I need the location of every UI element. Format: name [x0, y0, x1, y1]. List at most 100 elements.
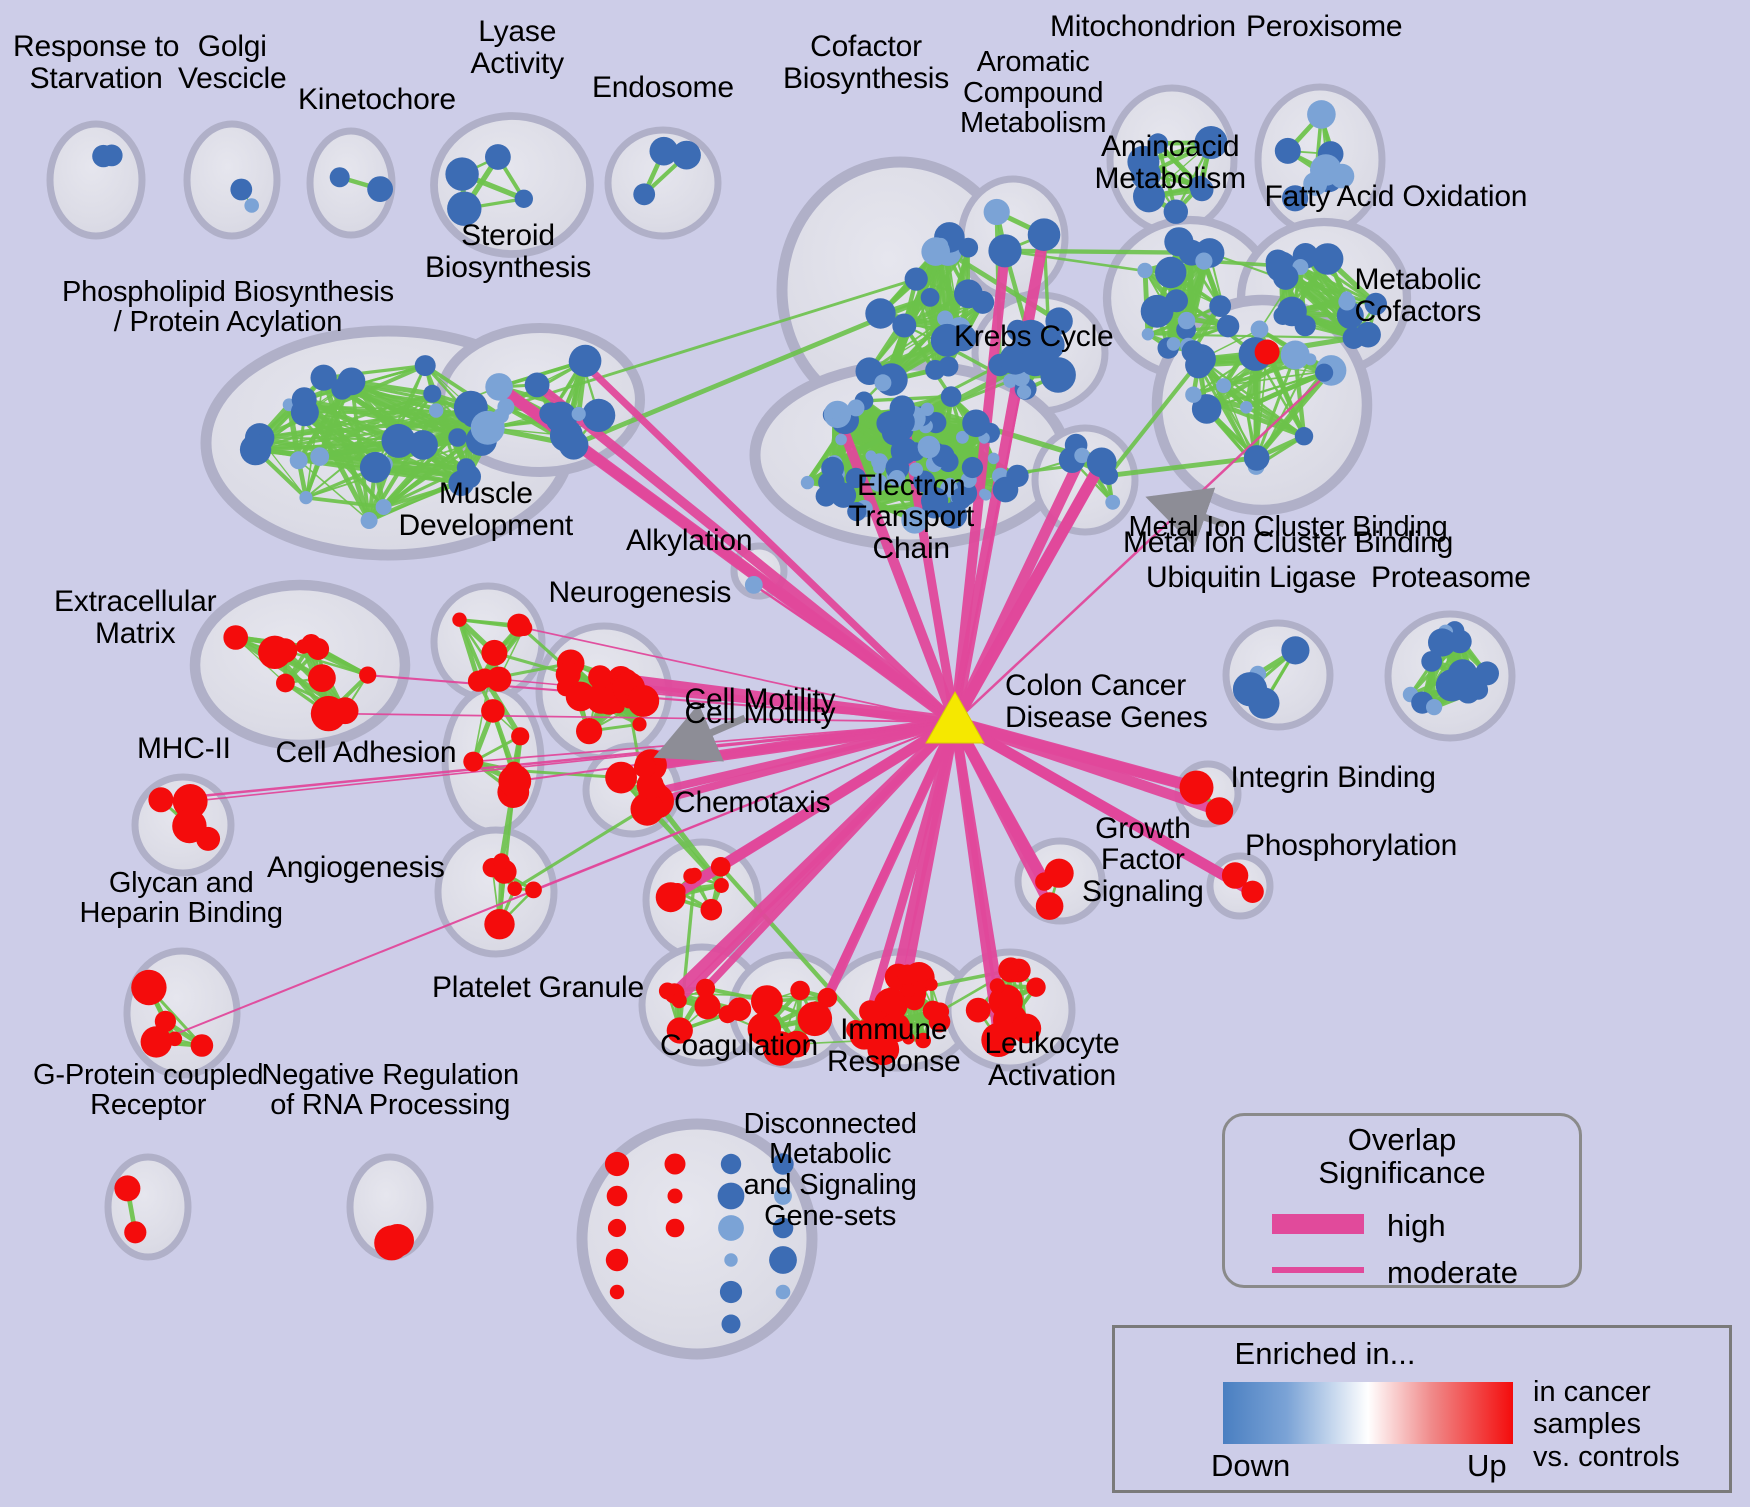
gene-set-node[interactable] [1177, 311, 1196, 330]
gene-set-node[interactable] [1272, 264, 1299, 290]
gene-set-node[interactable] [485, 373, 513, 401]
gene-set-node[interactable] [329, 167, 350, 188]
gene-set-node[interactable] [1281, 636, 1310, 665]
gene-set-node[interactable] [1074, 447, 1090, 464]
gene-set-node[interactable] [1003, 962, 1019, 978]
gene-set-node[interactable] [1315, 363, 1334, 382]
gene-set-node[interactable] [1447, 659, 1478, 690]
gene-set-node[interactable] [1342, 326, 1365, 349]
gene-set-node[interactable] [924, 978, 938, 991]
gene-set-node[interactable] [1277, 296, 1307, 327]
gene-set-node[interactable] [890, 437, 918, 465]
gene-set-node[interactable] [1304, 353, 1317, 366]
gene-set-node[interactable] [463, 751, 484, 772]
gene-set-node[interactable] [571, 406, 586, 422]
gene-set-node[interactable] [717, 1182, 745, 1210]
gene-set-node[interactable] [1137, 262, 1153, 279]
gene-set-node[interactable] [290, 398, 319, 427]
gene-set-node[interactable] [486, 666, 512, 692]
gene-set-node[interactable] [672, 140, 701, 170]
gene-set-node[interactable] [869, 473, 888, 492]
gene-set-node[interactable] [310, 695, 347, 732]
gene-set-node[interactable] [1428, 628, 1457, 657]
gene-set-node[interactable] [1155, 256, 1187, 289]
gene-set-node[interactable] [359, 666, 377, 684]
gene-set-node[interactable] [310, 364, 337, 391]
gene-set-node[interactable] [1013, 319, 1049, 356]
gene-set-node[interactable] [514, 189, 533, 208]
gene-set-node[interactable] [114, 1175, 141, 1202]
gene-set-node[interactable] [710, 857, 731, 877]
gene-set-node[interactable] [308, 664, 336, 692]
gene-set-node[interactable] [1189, 175, 1211, 197]
gene-set-node[interactable] [772, 1217, 794, 1239]
gene-set-node[interactable] [569, 344, 602, 377]
cluster-halo-glycan-heparin-binding[interactable] [123, 947, 241, 1079]
gene-set-node[interactable] [695, 978, 716, 998]
gene-set-node[interactable] [1216, 378, 1232, 394]
gene-set-node[interactable] [1221, 862, 1249, 889]
gene-set-node[interactable] [481, 639, 508, 666]
gene-set-node[interactable] [790, 980, 810, 1001]
gene-set-node[interactable] [375, 499, 392, 515]
gene-set-node[interactable] [1035, 892, 1064, 920]
gene-set-node[interactable] [452, 612, 467, 627]
gene-set-node[interactable] [889, 395, 915, 421]
gene-set-node[interactable] [769, 1246, 797, 1274]
gene-set-node[interactable] [892, 313, 917, 338]
gene-set-node[interactable] [1099, 466, 1119, 485]
gene-set-node[interactable] [507, 613, 531, 637]
gene-set-node[interactable] [847, 399, 865, 417]
cluster-halo-response-to-starvation[interactable] [46, 120, 146, 240]
gene-set-node[interactable] [917, 435, 941, 459]
gene-set-node[interactable] [920, 288, 940, 307]
gene-set-node[interactable] [633, 756, 656, 779]
gene-set-node[interactable] [606, 1185, 628, 1207]
gene-set-node[interactable] [958, 237, 979, 258]
gene-set-node[interactable] [1274, 137, 1301, 164]
gene-set-node[interactable] [1105, 494, 1121, 510]
gene-set-node[interactable] [605, 1248, 629, 1272]
cluster-halo-disconnected-gene-sets[interactable] [576, 1118, 818, 1360]
gene-set-node[interactable] [1421, 651, 1443, 672]
gene-set-node[interactable] [873, 462, 886, 475]
gene-set-node[interactable] [423, 384, 442, 403]
gene-set-node[interactable] [310, 447, 330, 466]
gene-set-node[interactable] [632, 717, 647, 732]
gene-set-node[interactable] [1163, 199, 1189, 224]
gene-set-node[interactable] [588, 665, 612, 689]
gene-set-node[interactable] [859, 1000, 882, 1023]
gene-set-node[interactable] [1280, 340, 1310, 370]
gene-set-node[interactable] [445, 157, 479, 191]
gene-set-node[interactable] [908, 462, 923, 477]
cluster-halo-kinetochore[interactable] [306, 127, 396, 239]
gene-set-node[interactable] [545, 401, 578, 434]
gene-set-node[interactable] [940, 501, 967, 529]
gene-set-node[interactable] [718, 1005, 737, 1024]
gene-set-node[interactable] [718, 1215, 744, 1241]
gene-set-node[interactable] [951, 487, 970, 506]
gene-set-node[interactable] [467, 670, 490, 692]
gene-set-node[interactable] [1185, 386, 1202, 403]
gene-set-node[interactable] [1140, 294, 1174, 328]
gene-set-node[interactable] [835, 433, 847, 446]
gene-set-node[interactable] [140, 1026, 172, 1058]
gene-set-node[interactable] [1338, 293, 1356, 311]
gene-set-node[interactable] [1133, 180, 1165, 213]
gene-set-node[interactable] [511, 727, 530, 746]
gene-set-node[interactable] [774, 1187, 792, 1205]
gene-set-node[interactable] [381, 423, 416, 458]
gene-set-node[interactable] [989, 978, 1006, 994]
gene-set-node[interactable] [456, 458, 476, 477]
gene-set-node[interactable] [244, 198, 259, 213]
gene-set-node[interactable] [845, 467, 866, 489]
gene-set-node[interactable] [1205, 797, 1234, 825]
gene-set-node[interactable] [131, 969, 167, 1006]
gene-set-node[interactable] [1282, 185, 1309, 212]
gene-set-node[interactable] [865, 450, 877, 462]
gene-set-node[interactable] [744, 576, 763, 594]
gene-set-node[interactable] [1243, 445, 1270, 471]
gene-set-node[interactable] [276, 673, 295, 693]
gene-set-node[interactable] [525, 881, 542, 899]
gene-set-node[interactable] [565, 681, 596, 712]
